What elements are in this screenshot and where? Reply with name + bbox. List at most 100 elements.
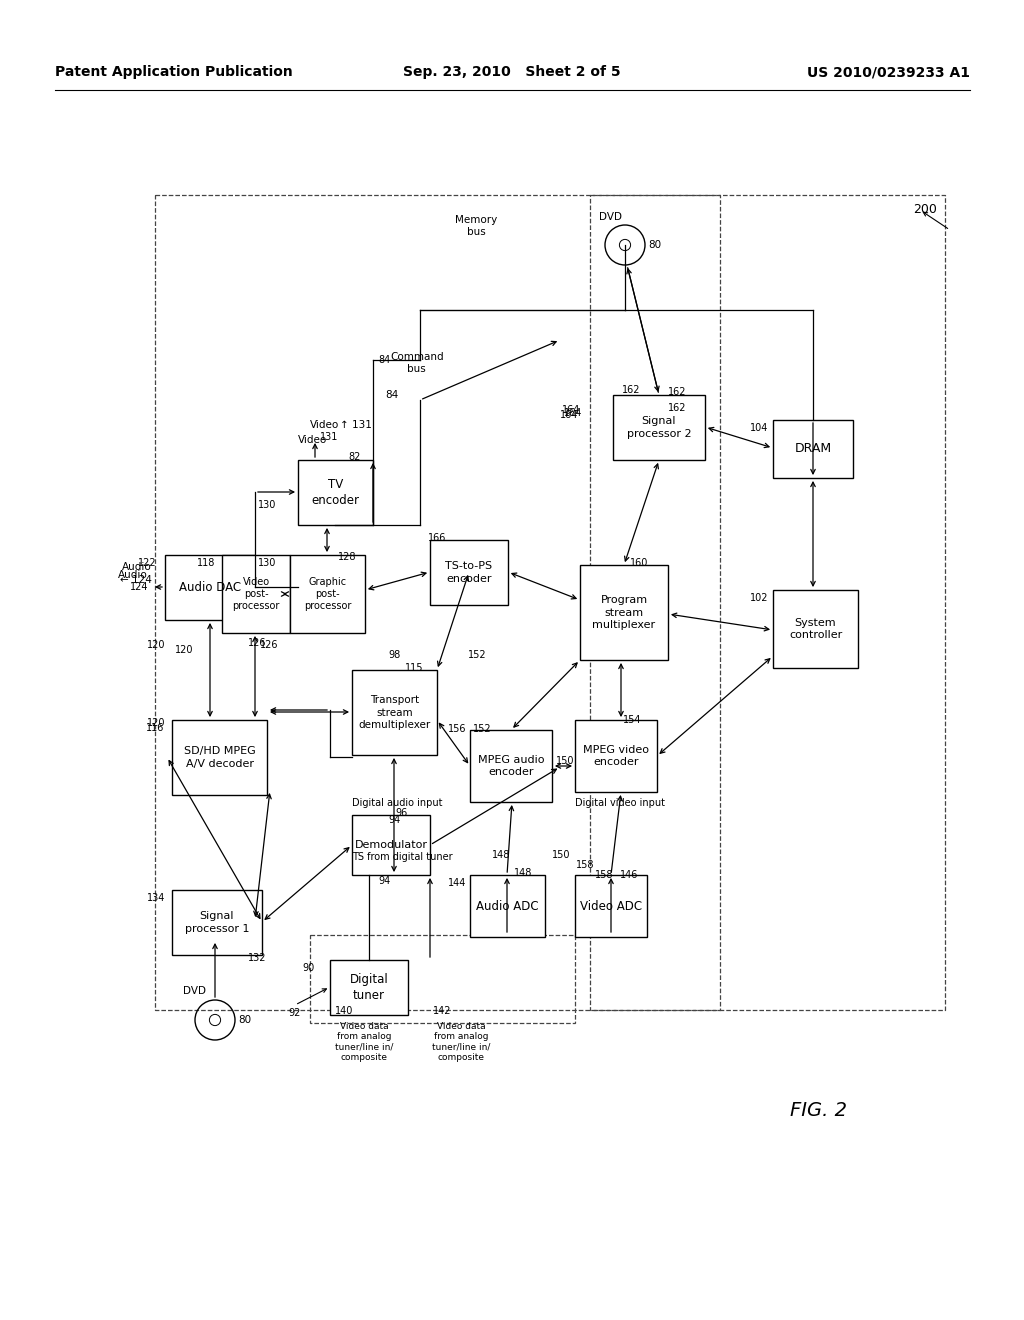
Bar	[773, 420, 853, 478]
Text: TS from digital tuner: TS from digital tuner	[352, 851, 453, 862]
Bar	[575, 719, 657, 792]
Text: Command
bus: Command bus	[390, 352, 443, 374]
Text: 130: 130	[258, 500, 276, 510]
Bar	[580, 565, 668, 660]
Text: DVD: DVD	[598, 213, 622, 222]
Text: Memory
bus: Memory bus	[455, 215, 498, 236]
Text: 104: 104	[750, 422, 768, 433]
Text: 148: 148	[492, 850, 510, 861]
Text: Demodulator: Demodulator	[354, 840, 427, 850]
Text: 166: 166	[428, 533, 446, 543]
Text: Video data
from analog
tuner/line in/
composite: Video data from analog tuner/line in/ co…	[335, 1022, 393, 1063]
Text: Digital
tuner: Digital tuner	[349, 973, 388, 1002]
Text: 120: 120	[146, 718, 165, 729]
Text: 162: 162	[668, 387, 686, 397]
Bar	[352, 671, 437, 755]
Text: 142: 142	[433, 1006, 452, 1016]
Bar	[222, 554, 290, 634]
Text: DVD: DVD	[183, 986, 207, 997]
Text: 164: 164	[562, 405, 581, 414]
Text: 80: 80	[648, 240, 662, 249]
Text: 146: 146	[620, 870, 638, 880]
Text: Digital video input: Digital video input	[575, 799, 665, 808]
Text: 140: 140	[335, 1006, 353, 1016]
Text: US 2010/0239233 A1: US 2010/0239233 A1	[807, 65, 970, 79]
Text: Signal
processor 1: Signal processor 1	[184, 911, 249, 933]
Text: 82: 82	[348, 451, 360, 462]
Bar	[470, 730, 552, 803]
Bar	[470, 875, 545, 937]
Text: 80: 80	[238, 1015, 251, 1026]
Text: 130: 130	[258, 558, 276, 568]
Bar	[172, 719, 267, 795]
Text: ↑ 131: ↑ 131	[340, 420, 372, 430]
Text: 150: 150	[552, 850, 570, 861]
Text: Audio: Audio	[122, 562, 152, 572]
Text: 156: 156	[447, 723, 466, 734]
Text: 102: 102	[750, 593, 768, 603]
Text: 126: 126	[248, 638, 266, 648]
Text: 96: 96	[395, 808, 408, 818]
Text: SD/HD MPEG
A/V decoder: SD/HD MPEG A/V decoder	[183, 746, 255, 768]
Text: 200: 200	[913, 203, 937, 216]
Text: Video data
from analog
tuner/line in/
composite: Video data from analog tuner/line in/ co…	[432, 1022, 490, 1063]
Text: 90: 90	[303, 964, 315, 973]
Text: 131: 131	[319, 432, 338, 442]
Text: 158: 158	[595, 870, 613, 880]
Bar	[352, 814, 430, 875]
Text: 120: 120	[146, 640, 165, 649]
Text: 118: 118	[197, 558, 215, 568]
Text: Patent Application Publication: Patent Application Publication	[55, 65, 293, 79]
Text: 84: 84	[378, 355, 390, 366]
Bar	[575, 875, 647, 937]
Text: Video ADC: Video ADC	[580, 899, 642, 912]
Text: Video: Video	[298, 436, 328, 445]
Text: DRAM: DRAM	[795, 442, 831, 455]
Text: 152: 152	[473, 723, 492, 734]
Text: MPEG audio
encoder: MPEG audio encoder	[478, 755, 544, 777]
Text: 150: 150	[556, 756, 574, 766]
Text: 144: 144	[447, 878, 466, 888]
Text: FIG. 2: FIG. 2	[790, 1101, 847, 1119]
Text: 160: 160	[630, 558, 648, 568]
Bar	[330, 960, 408, 1015]
Text: 152: 152	[468, 649, 486, 660]
Text: 84: 84	[385, 389, 398, 400]
Text: 132: 132	[248, 953, 266, 964]
Text: 162: 162	[668, 403, 686, 413]
Text: System
controller: System controller	[788, 618, 842, 640]
Text: Signal
processor 2: Signal processor 2	[627, 416, 691, 438]
Text: Audio: Audio	[118, 570, 148, 579]
Text: Sep. 23, 2010   Sheet 2 of 5: Sep. 23, 2010 Sheet 2 of 5	[403, 65, 621, 79]
Text: 120: 120	[175, 645, 194, 655]
Text: 134: 134	[146, 894, 165, 903]
Bar	[310, 935, 575, 1023]
Text: Digital audio input: Digital audio input	[352, 799, 442, 808]
Text: 164: 164	[560, 411, 579, 420]
Bar	[590, 195, 945, 1010]
Text: TS-to-PS
encoder: TS-to-PS encoder	[445, 561, 493, 583]
Bar	[298, 459, 373, 525]
Text: 115: 115	[406, 663, 424, 673]
Bar	[613, 395, 705, 459]
Text: Video
post-
processor: Video post- processor	[232, 577, 280, 611]
Text: 98: 98	[388, 649, 400, 660]
Bar	[430, 540, 508, 605]
Text: TV
encoder: TV encoder	[311, 478, 359, 507]
Text: Video: Video	[310, 420, 339, 430]
Bar	[172, 890, 262, 954]
Text: Audio ADC: Audio ADC	[476, 899, 539, 912]
Text: 158: 158	[575, 861, 595, 870]
Bar	[155, 195, 720, 1010]
Text: 116: 116	[145, 723, 164, 733]
Text: 148: 148	[514, 869, 532, 878]
Text: 162: 162	[622, 385, 640, 395]
Text: Program
stream
multiplexer: Program stream multiplexer	[593, 595, 655, 630]
Text: 122: 122	[138, 558, 157, 568]
Text: 154: 154	[623, 715, 641, 725]
Bar	[290, 554, 365, 634]
Text: 94: 94	[378, 876, 390, 886]
Text: 92: 92	[288, 1008, 300, 1018]
Text: Graphic
post-
processor: Graphic post- processor	[304, 577, 351, 611]
Text: 126: 126	[260, 640, 279, 649]
